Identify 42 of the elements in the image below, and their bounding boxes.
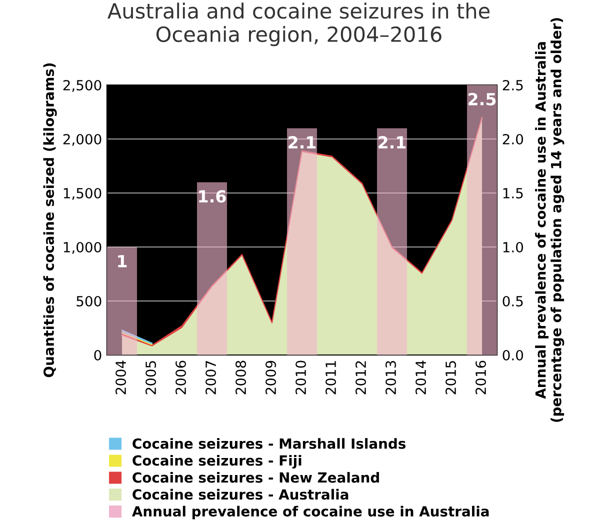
y-tick-label: 500 xyxy=(76,296,102,306)
x-tick-label: 2013 xyxy=(386,360,396,394)
x-tick-label: 2008 xyxy=(236,360,246,394)
legend-label: Cocaine seizures - New Zealand xyxy=(132,472,379,483)
y2-tick-label: 0.5 xyxy=(502,296,523,306)
legend-label: Annual prevalence of cocaine use in Australia xyxy=(132,506,489,520)
y-tick-label: 0 xyxy=(94,350,102,360)
x-tick-label: 2005 xyxy=(146,361,156,394)
y2-tick-label: 0.0 xyxy=(502,350,524,360)
y-axis-title: Quantities of cocaine seized (kilograms) xyxy=(43,63,57,378)
x-tick-label: 2007 xyxy=(206,361,216,394)
y2-tick-label: 2.0 xyxy=(502,134,524,144)
y-tick-label: 1,000 xyxy=(64,242,102,254)
data-label: 2.5 xyxy=(468,92,496,106)
legend-label: Cocaine seizures - Marshall Islands xyxy=(132,438,406,449)
x-tick-label: 2006 xyxy=(176,360,186,394)
x-tick-label: 2014 xyxy=(416,360,426,394)
bar xyxy=(377,128,407,355)
x-tick-label: 2010 xyxy=(296,360,306,394)
x-tick-label: 2004 xyxy=(116,360,126,394)
bar xyxy=(197,182,227,355)
chart-title: Australia and cocaine seizures in the Oceania region, 2004–2016 xyxy=(108,2,490,46)
legend-label: Cocaine seizures - Australia xyxy=(132,488,348,500)
y2-tick-label: 1.5 xyxy=(503,188,523,198)
bar xyxy=(107,247,137,355)
data-label: 1 xyxy=(118,255,127,268)
y2-axis-title: Annual prevalence of cocaine use in Australia (percentage of population aged 14 years and older) xyxy=(535,18,564,422)
data-label: 2.1 xyxy=(288,136,316,148)
x-tick-label: 2012 xyxy=(356,361,366,394)
legend-label: Cocaine seizures - Fiji xyxy=(132,454,302,469)
data-label: 2.1 xyxy=(378,136,406,148)
bar xyxy=(287,128,317,355)
y-tick-label: 2,000 xyxy=(63,134,102,146)
y2-tick-label: 1.0 xyxy=(503,242,524,252)
y2-tick-label: 2.5 xyxy=(502,80,523,90)
y-tick-label: 2,500 xyxy=(63,80,102,92)
y-tick-label: 1,500 xyxy=(64,188,102,200)
x-tick-label: 2015 xyxy=(446,361,456,394)
x-tick-label: 2009 xyxy=(266,360,276,394)
x-tick-label: 2011 xyxy=(326,361,336,394)
data-label: 1.6 xyxy=(199,190,226,203)
x-tick-label: 2016 xyxy=(476,360,486,394)
